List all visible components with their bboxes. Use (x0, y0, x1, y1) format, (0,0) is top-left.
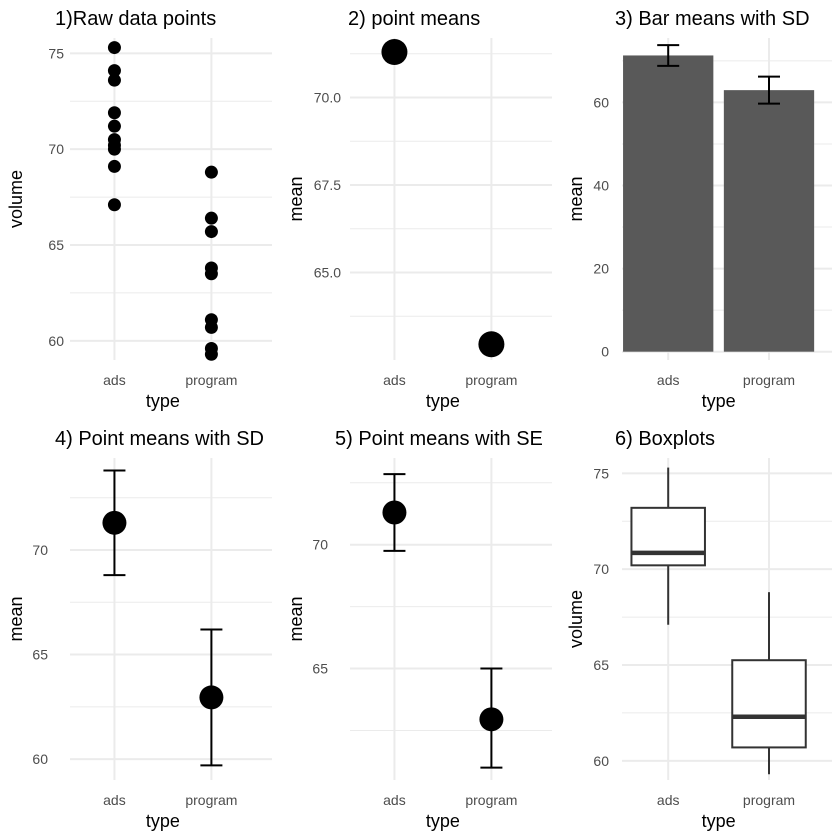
y-axis-label: volume (6, 170, 26, 228)
data-point (204, 211, 218, 225)
y-axis-label: mean (566, 176, 586, 221)
data-point (204, 267, 218, 281)
data-point (107, 198, 121, 212)
p3-panel: 0 20 40 60 ads program 3) Bar means with SD typ… (566, 8, 832, 411)
y-axis-label: volume (566, 590, 586, 648)
y-tick-label: 75 (48, 45, 64, 61)
x-tick-label: program (465, 372, 517, 388)
x-axis-label: type (146, 811, 180, 831)
y-tick-label: 65 (593, 657, 609, 673)
x-axis-label: type (702, 811, 736, 831)
y-tick-label: 40 (593, 177, 609, 193)
y-tick-label: 70 (32, 542, 48, 558)
y-tick-label: 70 (48, 141, 64, 157)
data-point (107, 41, 121, 55)
y-tick-label: 65 (312, 661, 328, 677)
y-tick-label: 65 (32, 647, 48, 663)
data-point (204, 225, 218, 239)
chart-title: 3) Bar means with SD (615, 8, 810, 30)
y-tick-label: 60 (32, 751, 48, 767)
y-tick-label: 67.5 (314, 177, 341, 193)
y-tick-label: 65 (48, 237, 64, 253)
chart-title: 4) Point means with SD (55, 428, 264, 450)
data-point (107, 73, 121, 87)
x-tick-label: ads (657, 372, 680, 388)
x-axis-label: type (426, 391, 460, 411)
data-point (107, 142, 121, 156)
x-tick-label: ads (103, 792, 126, 808)
x-tick-label: program (185, 792, 237, 808)
x-tick-label: ads (383, 792, 406, 808)
chart-title: 1)Raw data points (55, 8, 216, 30)
x-tick-label: program (465, 792, 517, 808)
p4-panel: 60 65 70 ads program 4) Point means with SD ty… (6, 428, 272, 831)
y-tick-label: 60 (593, 753, 609, 769)
y-tick-label: 70.0 (314, 90, 341, 106)
y-tick-label: 60 (48, 333, 64, 349)
y-tick-label: 70 (312, 537, 328, 553)
data-point (204, 320, 218, 334)
p2-panel: 65.0 67.5 70.0 ads program 2) point means type… (286, 8, 552, 411)
x-tick-label: program (743, 792, 795, 808)
bar (723, 90, 815, 352)
y-tick-label: 65.0 (314, 265, 341, 281)
y-tick-label: 0 (601, 344, 609, 360)
y-axis-label: mean (6, 596, 26, 641)
p5-panel: 65 70 ads program 5) Point means with SE type… (286, 428, 552, 831)
x-tick-label: program (743, 372, 795, 388)
mean-point (199, 685, 224, 710)
mean-point (102, 510, 127, 535)
data-point (107, 64, 121, 78)
y-tick-label: 60 (593, 94, 609, 110)
data-point (204, 165, 218, 179)
x-axis-label: type (146, 391, 180, 411)
mean-point (478, 331, 505, 358)
mean-point (381, 39, 408, 65)
data-point (107, 159, 121, 173)
x-tick-label: ads (383, 372, 406, 388)
y-axis-label: mean (286, 596, 306, 641)
data-point (107, 106, 121, 120)
mean-point (382, 500, 407, 525)
box (731, 659, 807, 749)
p1-panel: 60 65 70 75 ads program 1)Raw data points type v… (6, 8, 272, 411)
data-point (107, 119, 121, 133)
x-tick-label: ads (103, 372, 126, 388)
chart-title: 6) Boxplots (615, 428, 715, 450)
x-tick-label: ads (657, 792, 680, 808)
x-axis-label: type (702, 391, 736, 411)
data-point (204, 347, 218, 361)
bar (623, 55, 714, 352)
y-tick-label: 70 (593, 561, 609, 577)
chart-title: 5) Point means with SE (335, 428, 543, 450)
chart-title: 2) point means (348, 8, 480, 30)
y-tick-label: 20 (593, 261, 609, 277)
y-axis-label: mean (286, 176, 306, 221)
p6-panel: 60 65 70 75 ads program 6) Boxplots type volume (566, 428, 832, 831)
box (630, 506, 706, 567)
x-axis-label: type (426, 811, 460, 831)
mean-point (479, 707, 504, 732)
y-tick-label: 75 (593, 465, 609, 481)
x-tick-label: program (185, 372, 237, 388)
